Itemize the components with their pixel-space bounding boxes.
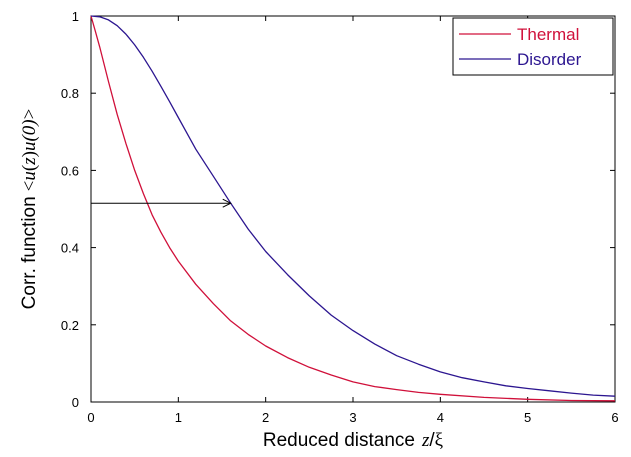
series-layer <box>90 15 616 402</box>
tick-marks <box>90 15 616 403</box>
x-tick-label: 0 <box>87 410 94 425</box>
x-axis-title: Reduced distance z/ξ <box>263 430 444 451</box>
legend-label-thermal: Thermal <box>517 25 579 44</box>
x-tick-label: 6 <box>611 410 618 425</box>
tick-labels: 0 1 2 3 4 5 6 0 0.2 0.4 0.6 0.8 1 <box>61 9 619 425</box>
y-tick-label: 0.2 <box>61 318 79 333</box>
x-tick-label: 2 <box>262 410 269 425</box>
legend: Thermal Disorder <box>452 17 614 76</box>
y-tick-label: 0.6 <box>61 163 79 178</box>
y-tick-label: 0 <box>72 395 79 410</box>
y-axis-title: Corr. function<u(z)u(0)> <box>19 109 40 310</box>
annotation-layer <box>90 198 232 208</box>
x-tick-label: 3 <box>349 410 356 425</box>
legend-label-disorder: Disorder <box>517 50 582 69</box>
arrow-head <box>222 198 232 208</box>
y-tick-label: 0.4 <box>61 241 79 256</box>
legend-box <box>452 17 614 76</box>
y-tick-label: 1 <box>72 9 79 24</box>
y-tick-label: 0.8 <box>61 86 79 101</box>
x-tick-label: 4 <box>437 410 444 425</box>
series-line-disorder <box>90 15 616 397</box>
x-tick-label: 5 <box>524 410 531 425</box>
series-line-thermal <box>90 15 616 402</box>
x-tick-label: 1 <box>175 410 182 425</box>
